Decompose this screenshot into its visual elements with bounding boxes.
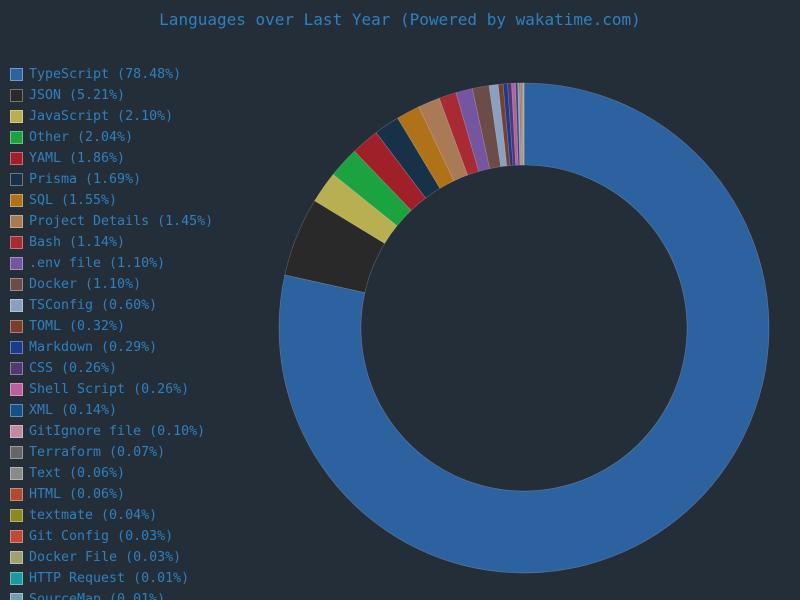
legend-label: HTTP Request (0.01%)	[29, 571, 190, 586]
legend-swatch	[10, 152, 23, 165]
legend-item[interactable]: GitIgnore file (0.10%)	[10, 421, 213, 442]
legend-swatch	[10, 530, 23, 543]
legend-label: Docker File (0.03%)	[29, 550, 182, 565]
donut-slice[interactable]	[438, 92, 480, 176]
legend-label: CSS (0.26%)	[29, 361, 118, 376]
legend-swatch	[10, 110, 23, 123]
legend-label: JavaScript (2.10%)	[29, 109, 174, 124]
legend-swatch	[10, 215, 23, 228]
donut-slice[interactable]	[518, 82, 522, 166]
legend-item[interactable]: CSS (0.26%)	[10, 358, 213, 379]
legend-item[interactable]: SourceMap (0.01%)	[10, 589, 213, 600]
legend-label: Git Config (0.03%)	[29, 529, 174, 544]
legend-item[interactable]: XML (0.14%)	[10, 400, 213, 421]
legend-swatch	[10, 131, 23, 144]
legend-item[interactable]: textmate (0.04%)	[10, 505, 213, 526]
legend-item[interactable]: YAML (1.86%)	[10, 148, 213, 169]
legend-swatch	[10, 572, 23, 585]
legend-label: Prisma (1.69%)	[29, 172, 142, 187]
legend-label: TSConfig (0.60%)	[29, 298, 158, 313]
legend-label: Docker (1.10%)	[29, 277, 142, 292]
legend-label: TypeScript (78.48%)	[29, 67, 182, 82]
donut-slice[interactable]	[522, 82, 524, 166]
legend-item[interactable]: Docker (1.10%)	[10, 274, 213, 295]
donut-slice[interactable]	[278, 82, 770, 574]
legend-item[interactable]: Docker File (0.03%)	[10, 547, 213, 568]
donut-slice[interactable]	[515, 82, 521, 166]
legend-item[interactable]: Other (2.04%)	[10, 127, 213, 148]
donut-slice[interactable]	[455, 88, 490, 172]
legend-swatch	[10, 383, 23, 396]
donut-slice[interactable]	[517, 82, 522, 166]
donut-slice[interactable]	[397, 106, 455, 189]
donut-slice[interactable]	[314, 173, 398, 244]
legend-swatch	[10, 467, 23, 480]
legend-label: GitIgnore file (0.10%)	[29, 424, 206, 439]
legend-item[interactable]: Shell Script (0.26%)	[10, 379, 213, 400]
legend-label: XML (0.14%)	[29, 403, 118, 418]
legend-swatch	[10, 68, 23, 81]
legend-item[interactable]: TOML (0.32%)	[10, 316, 213, 337]
donut-slice[interactable]	[520, 82, 524, 166]
legend-swatch	[10, 425, 23, 438]
legend-item[interactable]: Text (0.06%)	[10, 463, 213, 484]
legend-label: Terraform (0.07%)	[29, 445, 166, 460]
legend-label: JSON (5.21%)	[29, 88, 126, 103]
legend-label: YAML (1.86%)	[29, 151, 126, 166]
donut-slice[interactable]	[375, 117, 441, 199]
legend-item[interactable]: Terraform (0.07%)	[10, 442, 213, 463]
legend-label: Project Details (1.45%)	[29, 214, 214, 229]
legend-label: TOML (0.32%)	[29, 319, 126, 334]
legend-swatch	[10, 89, 23, 102]
legend-item[interactable]: SQL (1.55%)	[10, 190, 213, 211]
legend-swatch	[10, 257, 23, 270]
legend-swatch	[10, 278, 23, 291]
legend-item[interactable]: JavaScript (2.10%)	[10, 106, 213, 127]
legend-label: textmate (0.04%)	[29, 508, 158, 523]
legend-swatch	[10, 551, 23, 564]
legend-swatch	[10, 299, 23, 312]
legend-label: HTML (0.06%)	[29, 487, 126, 502]
legend-swatch	[10, 236, 23, 249]
legend-swatch	[10, 341, 23, 354]
legend-swatch	[10, 362, 23, 375]
legend-swatch	[10, 446, 23, 459]
legend-label: Text (0.06%)	[29, 466, 126, 481]
donut-slice[interactable]	[522, 82, 525, 166]
donut-slice[interactable]	[488, 84, 508, 168]
legend-swatch	[10, 173, 23, 186]
legend-swatch	[10, 509, 23, 522]
legend-item[interactable]: Git Config (0.03%)	[10, 526, 213, 547]
legend-item[interactable]: Prisma (1.69%)	[10, 169, 213, 190]
legend-item[interactable]: Project Details (1.45%)	[10, 211, 213, 232]
legend-swatch	[10, 488, 23, 501]
legend-swatch	[10, 404, 23, 417]
legend-label: SourceMap (0.01%)	[29, 592, 166, 600]
legend-swatch	[10, 320, 23, 333]
legend-label: SQL (1.55%)	[29, 193, 118, 208]
legend-swatch	[10, 194, 23, 207]
donut-slice[interactable]	[511, 82, 519, 166]
donut-slice[interactable]	[472, 85, 502, 170]
legend-item[interactable]: HTTP Request (0.01%)	[10, 568, 213, 589]
chart-title: Languages over Last Year (Powered by wak…	[159, 10, 641, 29]
legend-item[interactable]: Bash (1.14%)	[10, 232, 213, 253]
legend-item[interactable]: JSON (5.21%)	[10, 85, 213, 106]
donut-slice[interactable]	[497, 83, 511, 167]
legend-label: Shell Script (0.26%)	[29, 382, 190, 397]
legend: TypeScript (78.48%) JSON (5.21%) JavaScrip…	[10, 64, 213, 600]
legend-item[interactable]: Markdown (0.29%)	[10, 337, 213, 358]
legend-swatch	[10, 593, 23, 600]
legend-label: Other (2.04%)	[29, 130, 134, 145]
donut-slice[interactable]	[332, 150, 412, 227]
legend-label: Bash (1.14%)	[29, 235, 126, 250]
legend-item[interactable]: TSConfig (0.60%)	[10, 295, 213, 316]
legend-item[interactable]: HTML (0.06%)	[10, 484, 213, 505]
legend-label: .env file (1.10%)	[29, 256, 166, 271]
legend-label: Markdown (0.29%)	[29, 340, 158, 355]
legend-item[interactable]: TypeScript (78.48%)	[10, 64, 213, 85]
legend-item[interactable]: .env file (1.10%)	[10, 253, 213, 274]
